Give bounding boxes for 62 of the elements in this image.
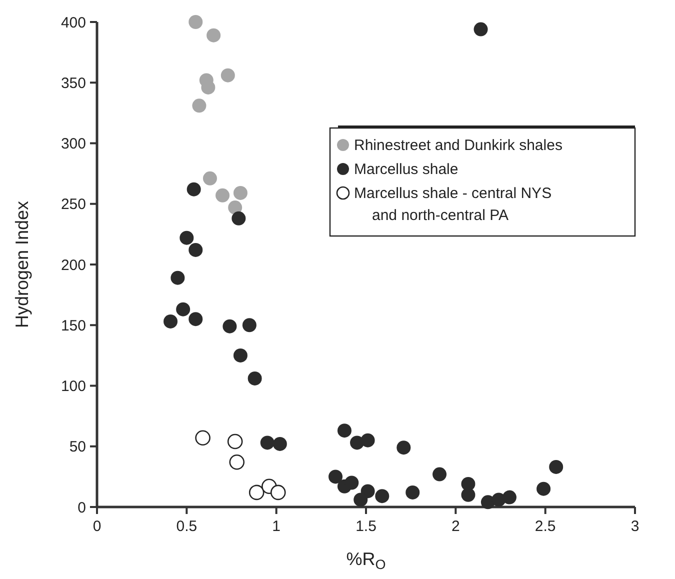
- x-tick-label: 0: [92, 518, 102, 535]
- point: [222, 319, 237, 334]
- legend-label: Marcellus shale: [354, 161, 458, 178]
- point: [360, 433, 375, 448]
- point: [328, 470, 343, 484]
- x-tick-label: 2.5: [534, 518, 556, 535]
- point: [432, 467, 447, 482]
- point: [228, 200, 242, 215]
- point: [186, 182, 201, 196]
- point: [272, 436, 287, 451]
- y-tick-label: 300: [60, 136, 86, 152]
- point: [337, 424, 352, 438]
- y-tick-label: 200: [60, 256, 86, 274]
- point: [354, 492, 368, 507]
- y-tick-label: 0: [78, 499, 86, 516]
- point: [549, 460, 564, 474]
- point: [260, 436, 274, 450]
- y-tick-label: 150: [60, 317, 86, 334]
- point: [233, 186, 248, 200]
- point: [188, 312, 203, 326]
- point: [229, 454, 245, 470]
- point: [474, 22, 488, 36]
- point: [180, 230, 194, 245]
- point: [248, 484, 264, 500]
- point: [536, 482, 551, 496]
- x-tick-label: 1: [272, 518, 281, 535]
- point: [227, 434, 243, 450]
- legend-label: Marcellus shale - central NYS and north-central PA: [354, 185, 552, 224]
- point: [206, 28, 221, 42]
- point: [344, 476, 359, 490]
- point: [396, 440, 411, 455]
- point: [502, 490, 516, 504]
- y-axis-title: Hydrogen Index: [12, 200, 32, 328]
- legend-label: Rhinestreet and Dunkirk shales: [354, 137, 562, 154]
- y-tick-label: 250: [60, 196, 86, 214]
- point: [461, 488, 476, 502]
- point: [232, 211, 246, 226]
- point: [192, 98, 206, 113]
- point: [270, 484, 286, 500]
- point: [216, 188, 230, 202]
- point: [220, 68, 235, 82]
- y-tick-label: 100: [60, 378, 86, 395]
- point: [188, 15, 203, 29]
- point: [188, 242, 203, 257]
- point: [202, 171, 217, 186]
- point: [176, 302, 190, 316]
- point: [242, 318, 256, 332]
- point: [170, 270, 185, 285]
- point: [248, 371, 262, 386]
- x-tick-label: 2: [451, 518, 460, 535]
- x-tick-label: 3: [630, 518, 640, 535]
- y-tick-label: 350: [60, 74, 86, 92]
- point: [233, 348, 248, 362]
- point: [164, 314, 178, 328]
- point: [375, 489, 390, 504]
- x-axis-title: %R$_{O}$: [346, 549, 386, 572]
- y-tick-label: 50: [69, 438, 86, 456]
- y-tick-label: 400: [60, 14, 86, 32]
- point: [195, 430, 210, 446]
- x-tick-label: 1.5: [356, 518, 376, 535]
- point: [406, 485, 420, 500]
- x-tick-label: 0.5: [176, 518, 198, 535]
